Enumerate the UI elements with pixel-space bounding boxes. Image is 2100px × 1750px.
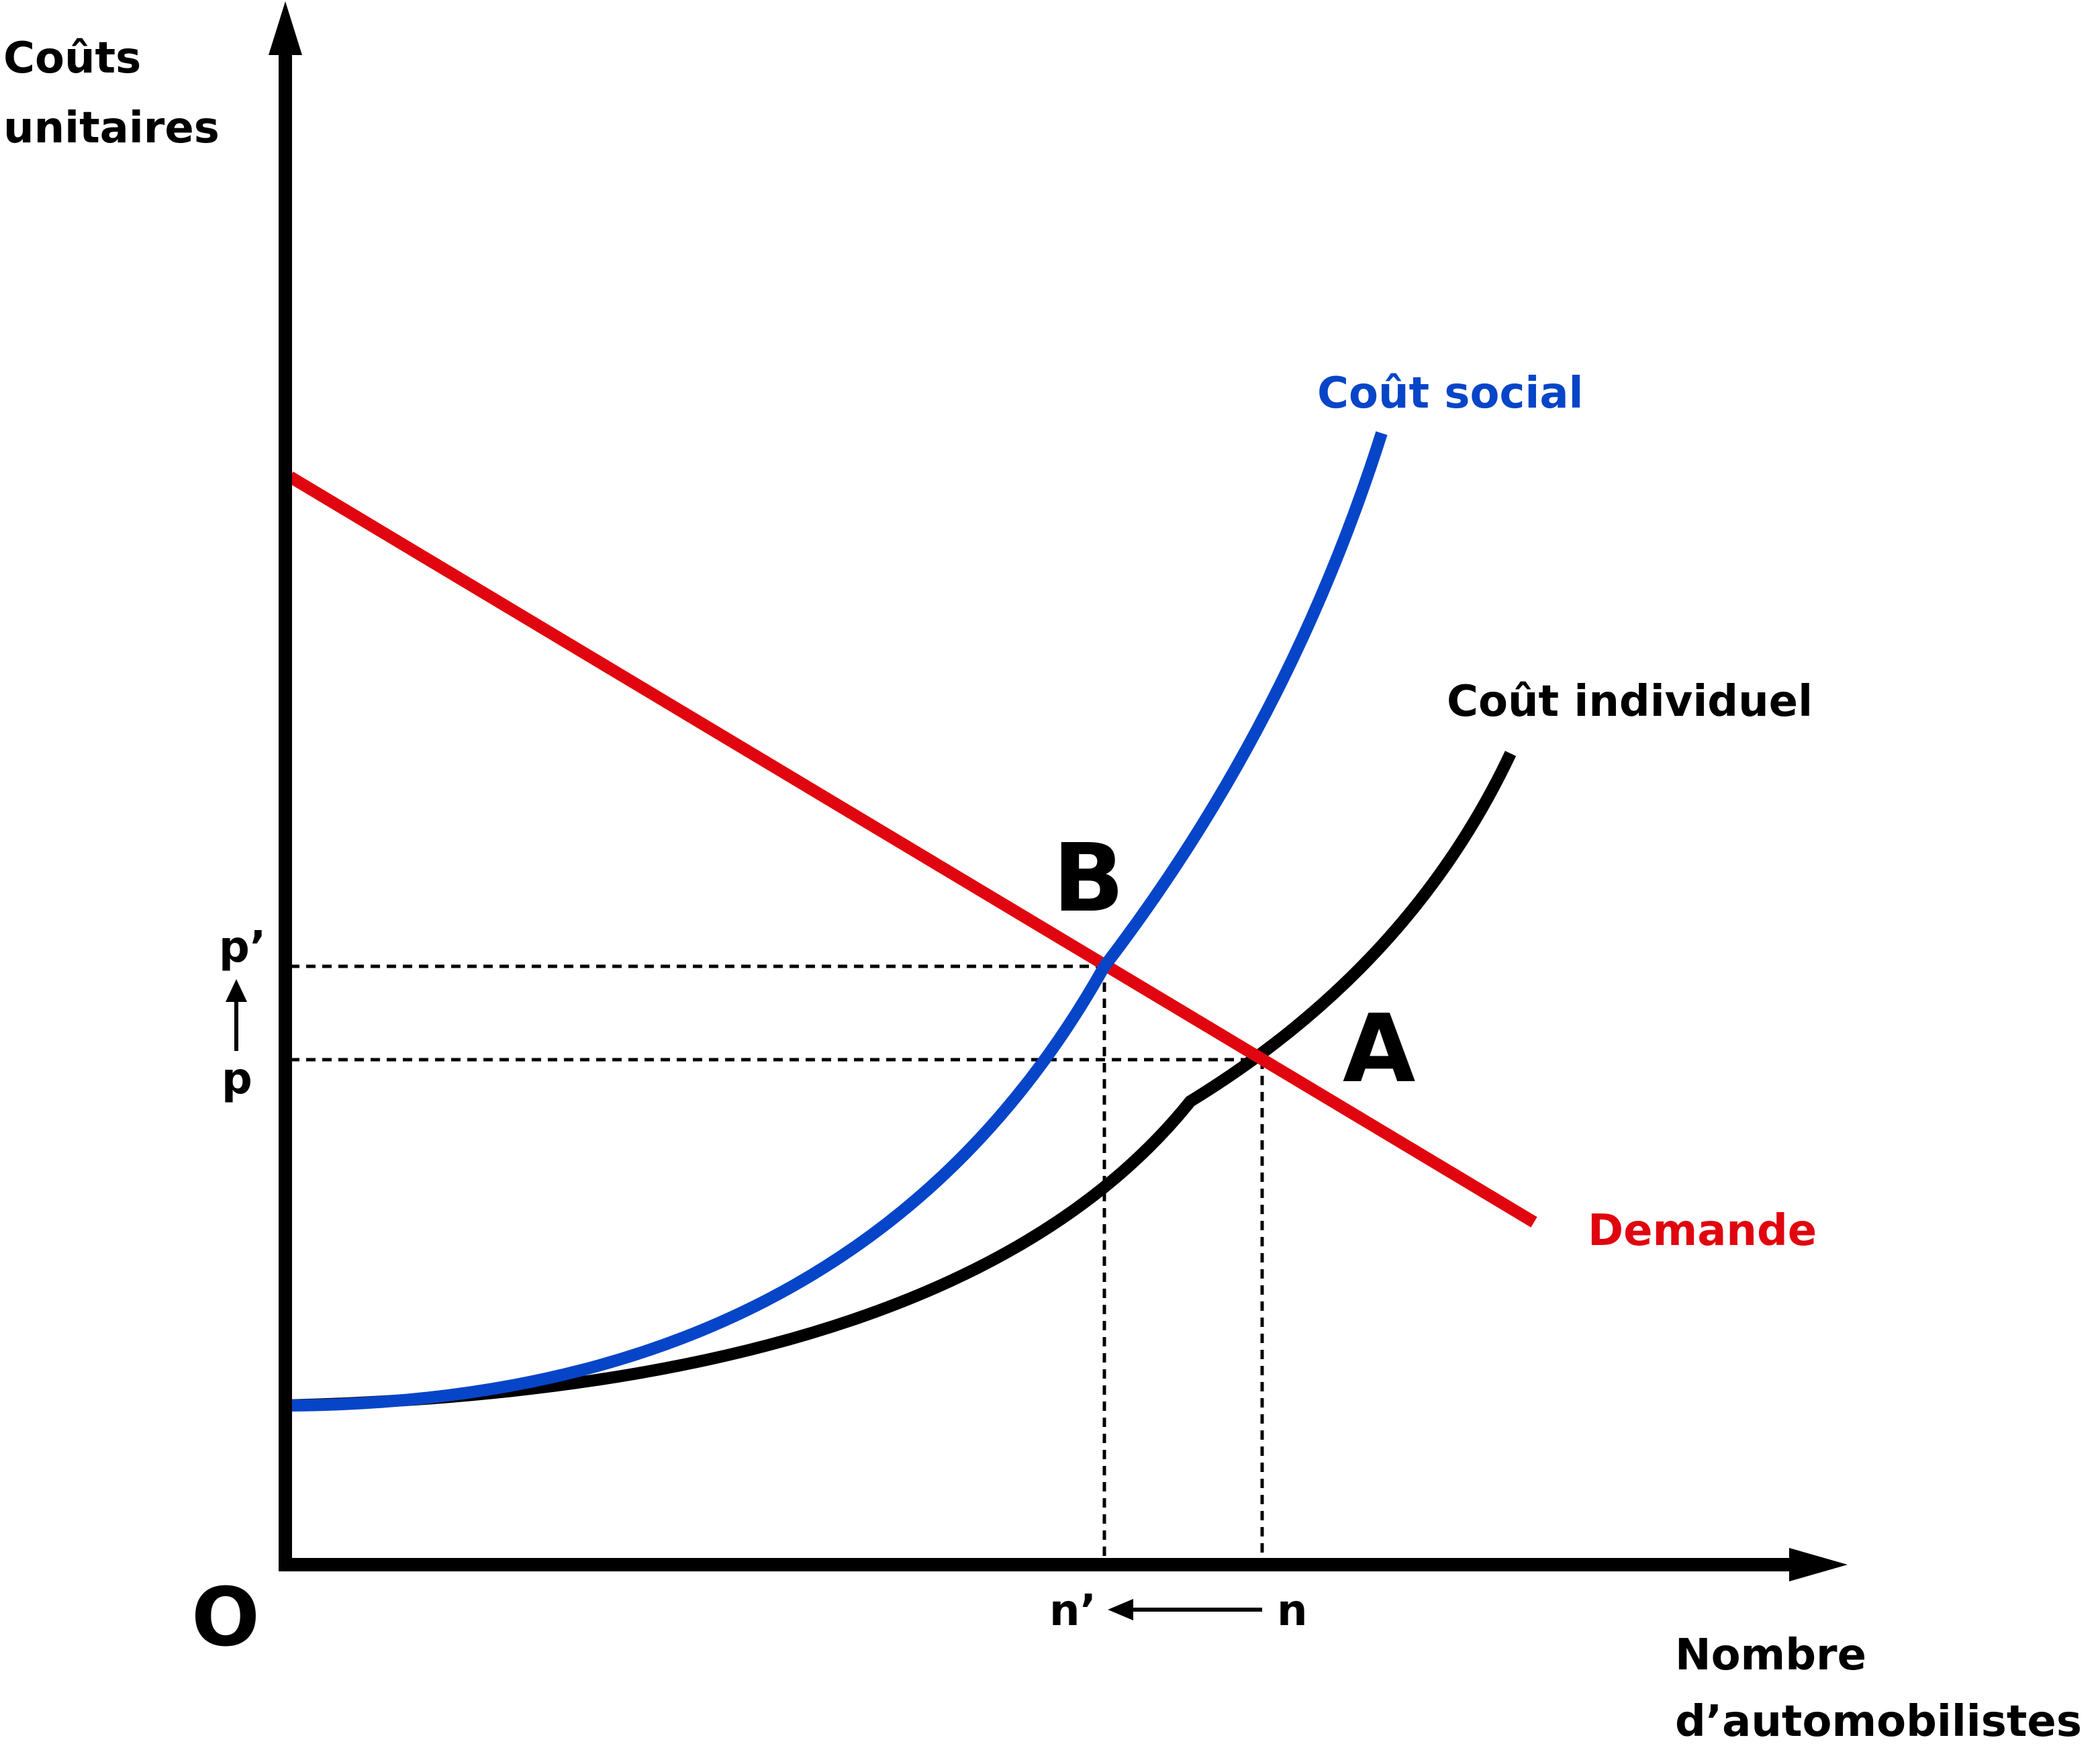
- point-label-a: A: [1343, 995, 1415, 1104]
- series-label-cout-individuel: Coût individuel: [1447, 677, 1813, 727]
- point-label-b: B: [1053, 824, 1125, 933]
- y-axis-arrowhead: [269, 1, 302, 55]
- arrow-p-to-p-prime-head: [226, 979, 247, 1002]
- series-cout-individuel: [285, 751, 1517, 1412]
- dashed-guides: [290, 964, 1264, 1558]
- labels: Coûts unitaires Nombre d’automobilistes …: [3, 34, 2082, 1747]
- series-demande: [287, 471, 1537, 1228]
- y-axis-label-line-1: Coûts: [3, 34, 141, 83]
- x-axis-label-line-2: d’automobilistes: [1675, 1697, 2082, 1747]
- series-label-demande: Demande: [1588, 1206, 1817, 1256]
- tick-label-n-prime: n’: [1049, 1586, 1096, 1636]
- x-axis-arrowhead: [1789, 1548, 1848, 1581]
- shift-arrows: [226, 979, 1262, 1620]
- tick-label-p: p: [222, 1054, 252, 1104]
- axes: [269, 1, 1848, 1581]
- series-label-cout-social: Coût social: [1317, 369, 1583, 418]
- x-axis-label-line-1: Nombre: [1675, 1630, 1866, 1680]
- tick-label-n: n: [1277, 1586, 1308, 1636]
- arrow-n-to-n-prime-head: [1108, 1599, 1133, 1620]
- origin-label: O: [191, 1571, 260, 1665]
- tick-label-p-prime: p’: [219, 923, 266, 972]
- y-axis-label-line-2: unitaires: [3, 103, 220, 153]
- series-cout-social: [285, 431, 1388, 1412]
